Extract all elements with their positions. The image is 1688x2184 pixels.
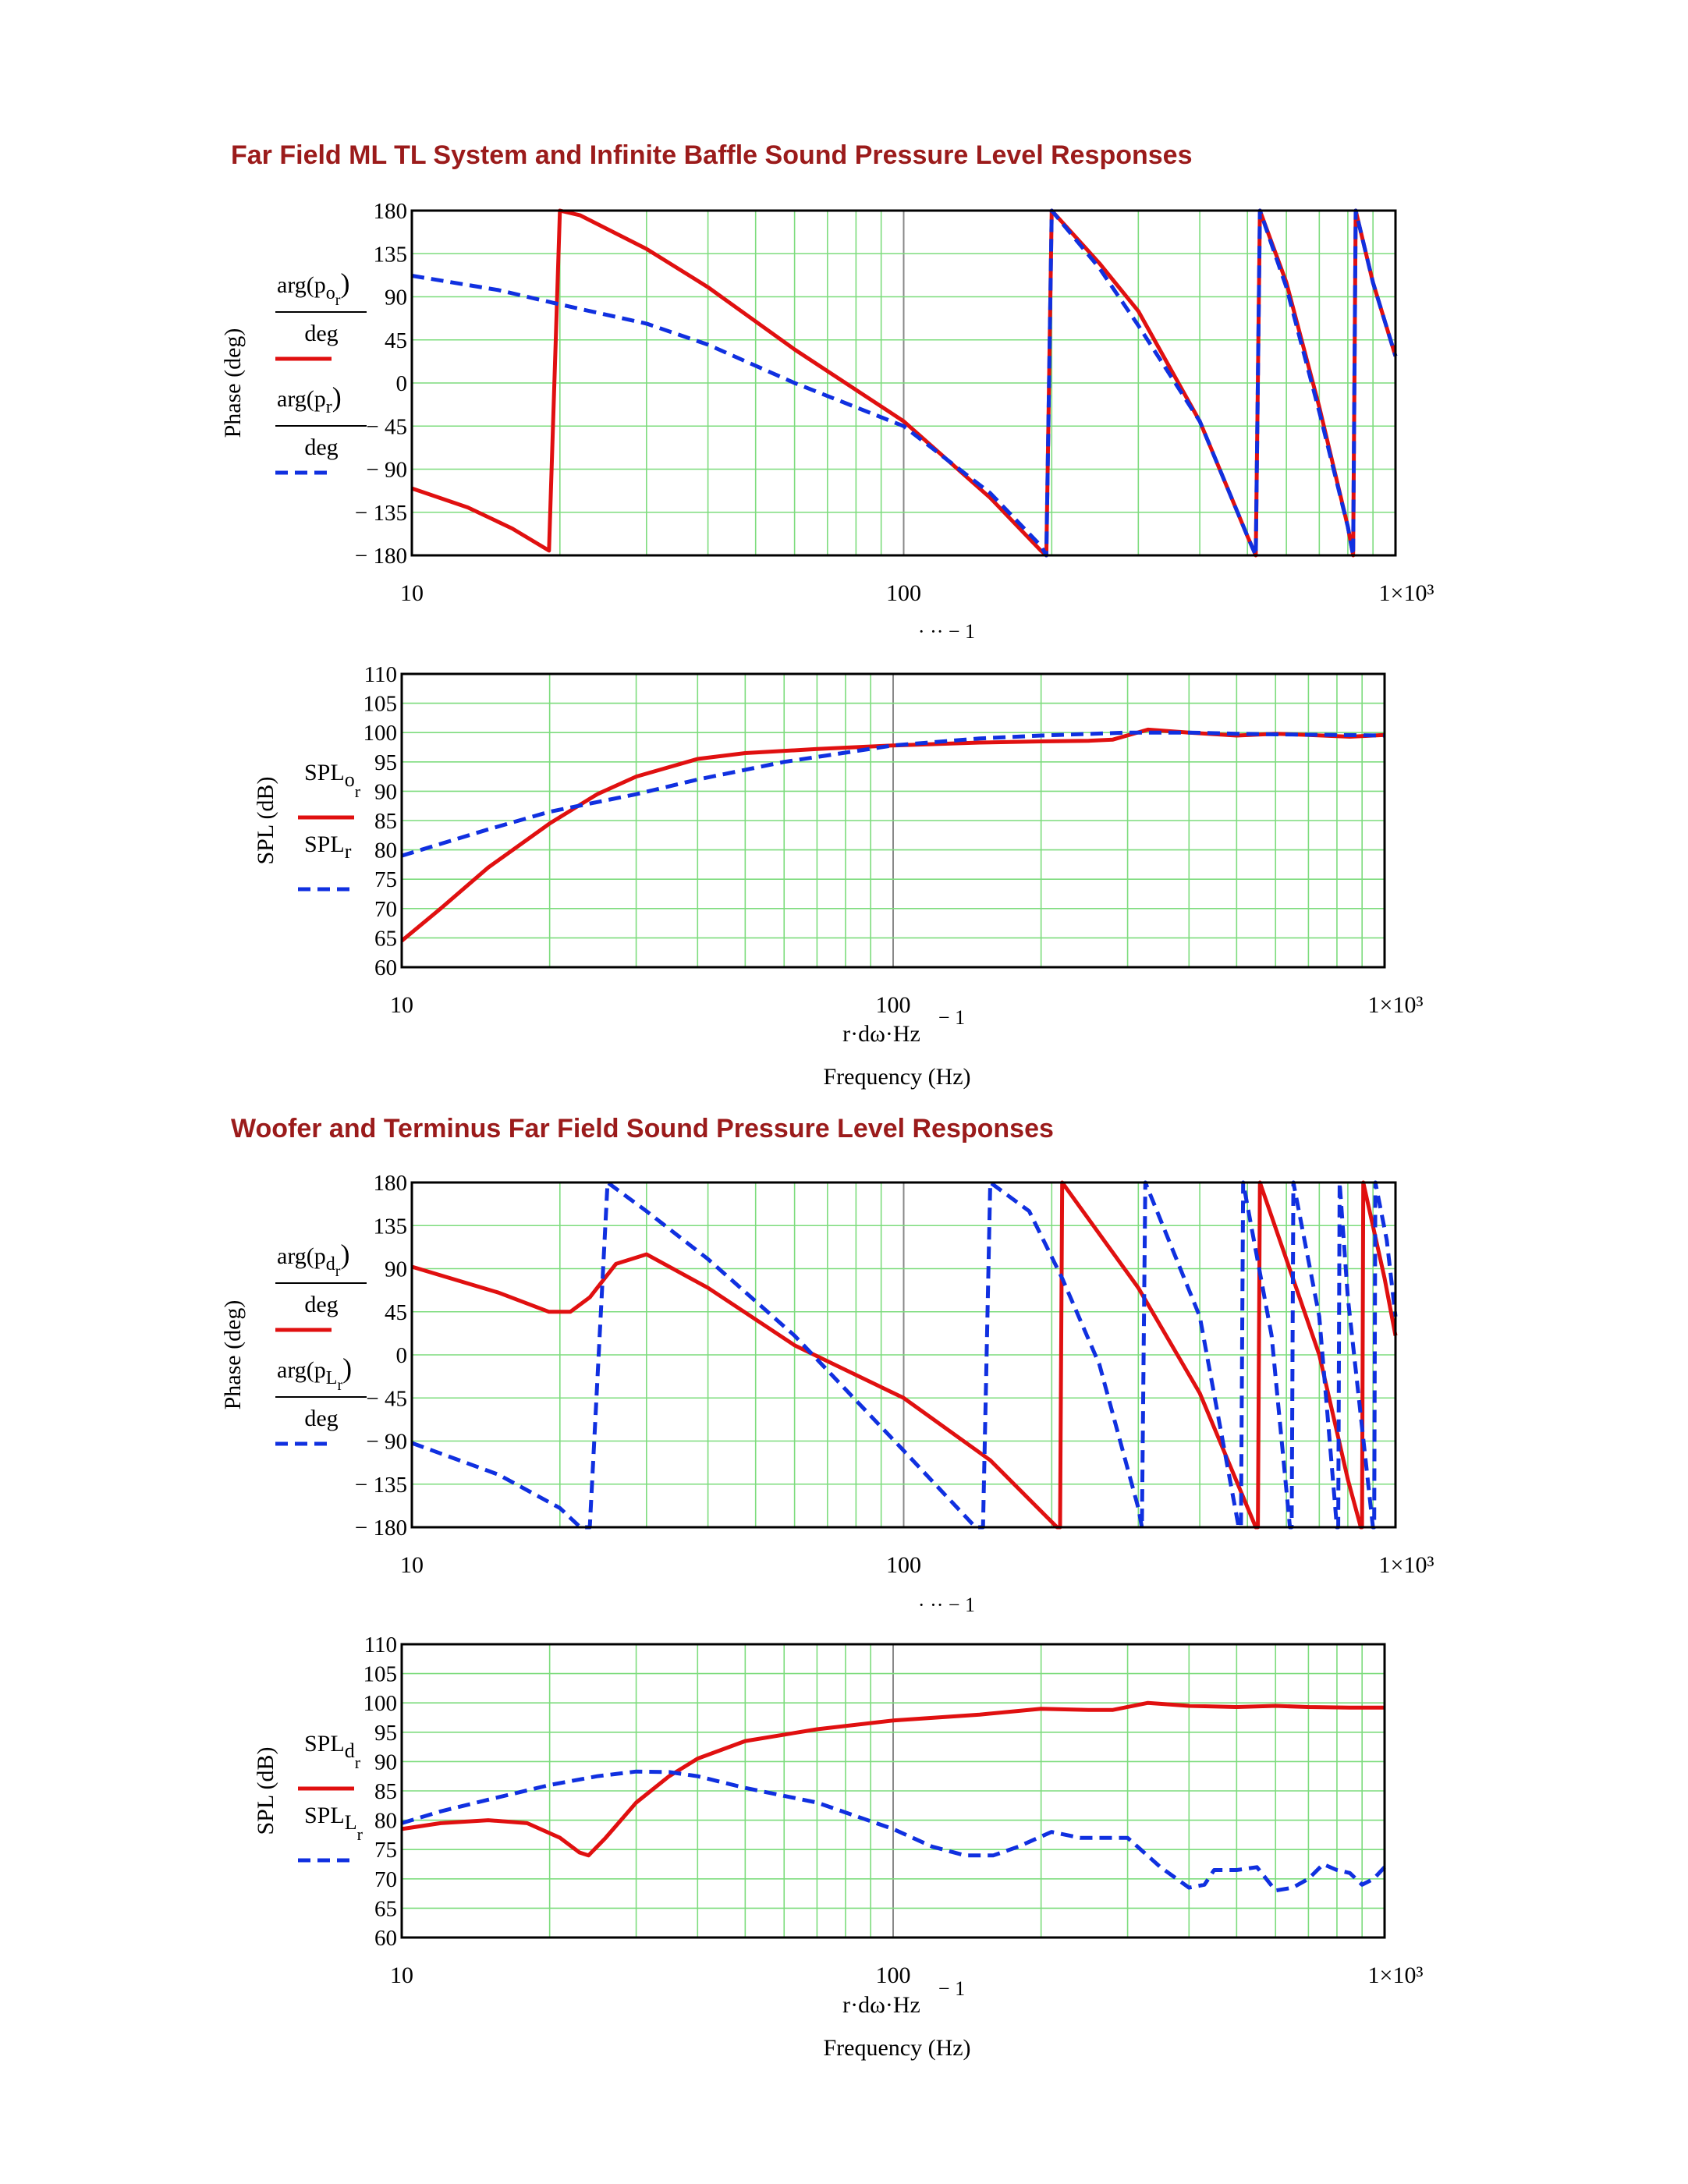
- legend-label-1: SPLor: [304, 760, 361, 801]
- legend: arg(pdr) deg arg(pLr) deg: [275, 1239, 367, 1446]
- y-tick-label: 0: [396, 371, 408, 396]
- x-tick-label: 1×10³: [1368, 992, 1424, 1018]
- y-tick-label: 110: [364, 662, 397, 687]
- y-tick-label: 100: [363, 1691, 398, 1716]
- x-tick-label: 100: [886, 580, 921, 606]
- y-tick-label: − 45: [366, 414, 407, 439]
- y-tick-label: 105: [363, 1662, 398, 1687]
- x-axis-expression: r·dω·Hz: [842, 1021, 920, 1047]
- plot-frame: [400, 1643, 1386, 1939]
- x-tick-label: 1×10³: [1368, 1962, 1424, 1988]
- x-axis-label: Frequency (Hz): [823, 1064, 970, 1090]
- legend-label-2: SPLLr: [304, 1803, 363, 1844]
- y-tick-label: 80: [374, 1809, 397, 1834]
- chart-phase2: 180 135 90 45 0 − 45 − 90 − 135 − 180 10 100 1×10³ P…: [220, 1171, 1434, 1616]
- y-tick-label: 85: [374, 1779, 397, 1804]
- y-tick-label: − 90: [366, 458, 407, 483]
- x-tick-label: 1×10³: [1379, 1552, 1434, 1578]
- x-axis-expression: r·dω·Hz: [842, 1992, 920, 2018]
- x-axis-expression-exponent: − 1: [938, 1977, 965, 2000]
- section-title-woofer-terminus: Woofer and Terminus Far Field Sound Pres…: [231, 1114, 1054, 1143]
- x-tick-label: 100: [876, 1962, 911, 1988]
- y-tick-label: 45: [385, 1300, 407, 1325]
- legend-label-1: arg(pdr): [277, 1239, 349, 1280]
- y-tick-label: 75: [374, 867, 397, 892]
- chart-spl2: 110 105 100 95 90 85 80 75 70 65 60 10 100 1×10³ SPL (…: [253, 1633, 1423, 2061]
- y-tick-label: 70: [374, 897, 397, 922]
- series-solid-line: [411, 1180, 1398, 1530]
- x-tick-label: 10: [390, 1962, 413, 1988]
- y-axis-label: SPL (dB): [253, 1746, 278, 1835]
- y-tick-label: 180: [374, 1171, 408, 1196]
- plot-frame: [410, 209, 1397, 557]
- series-dashed-line: [401, 730, 1385, 858]
- y-axis-label: Phase (deg): [220, 328, 246, 438]
- y-tick-label: − 90: [366, 1430, 407, 1455]
- y-tick-label: 95: [374, 750, 397, 775]
- legend-denominator: deg: [304, 321, 338, 346]
- legend: SPLdr SPLLr: [298, 1731, 363, 1863]
- y-axis-label: Phase (deg): [220, 1300, 246, 1410]
- y-tick-label: 80: [374, 838, 397, 863]
- legend-denominator: deg: [304, 434, 338, 460]
- y-tick-label: 60: [374, 1926, 397, 1951]
- legend: SPLor SPLr: [298, 760, 361, 892]
- y-tick-label: 90: [374, 1750, 397, 1774]
- x-tick-label: 1×10³: [1379, 580, 1434, 606]
- x-axis-expression-cut: · ·· − 1: [918, 1594, 975, 1616]
- y-tick-label: − 180: [355, 1516, 407, 1540]
- x-tick-label: 10: [400, 580, 424, 606]
- series-solid-line: [401, 1700, 1385, 1858]
- y-tick-label: 70: [374, 1867, 397, 1892]
- x-axis-expression-cut: · ·· − 1: [918, 620, 975, 643]
- legend-denominator: deg: [304, 1292, 338, 1317]
- legend-denominator: deg: [304, 1406, 338, 1431]
- y-tick-label: 100: [363, 721, 398, 746]
- x-tick-label: 10: [400, 1552, 424, 1578]
- y-tick-label: − 135: [355, 501, 407, 526]
- series-dashed-line: [411, 208, 1398, 558]
- y-tick-label: 90: [385, 1257, 407, 1282]
- legend-label-2: SPLr: [304, 831, 352, 863]
- legend-label-1: SPLdr: [304, 1731, 361, 1772]
- legend-label-2: arg(pLr): [277, 1353, 352, 1394]
- y-tick-label: 0: [396, 1343, 408, 1368]
- y-tick-label: 60: [374, 956, 397, 980]
- y-tick-label: − 135: [355, 1473, 407, 1498]
- y-tick-label: 45: [385, 328, 407, 353]
- legend: arg(por) deg arg(pr) deg: [275, 268, 367, 475]
- x-tick-label: 100: [886, 1552, 921, 1578]
- series-solid-line: [400, 727, 1385, 943]
- y-tick-label: 95: [374, 1721, 397, 1746]
- y-tick-label: 85: [374, 809, 397, 834]
- y-tick-label: 90: [374, 779, 397, 804]
- x-tick-label: 10: [390, 992, 413, 1018]
- chart-spl1: 110 105 100 95 90 85 80 75 70 65 60 10 100 1×10³ SPL (…: [253, 662, 1423, 1090]
- y-tick-label: 90: [385, 285, 407, 310]
- y-tick-label: 65: [374, 926, 397, 951]
- legend-label-1: arg(por): [277, 268, 349, 309]
- y-tick-label: 110: [364, 1633, 397, 1658]
- chart-phase1: 180 135 90 45 0 − 45 − 90 − 135 − 180 10 100 1×10³ P…: [220, 199, 1434, 643]
- x-tick-label: 100: [876, 992, 911, 1018]
- legend-label-2: arg(pr): [277, 381, 342, 417]
- y-tick-label: 75: [374, 1838, 397, 1863]
- series-dashed-line: [401, 1769, 1386, 1893]
- plot-frame: [400, 672, 1386, 969]
- y-tick-label: 135: [374, 1214, 408, 1239]
- section-title-system: Far Field ML TL System and Infinite Baff…: [231, 140, 1193, 170]
- y-tick-label: 135: [374, 242, 408, 267]
- y-tick-label: 65: [374, 1896, 397, 1921]
- x-axis-expression-exponent: − 1: [938, 1006, 965, 1029]
- y-tick-label: 180: [374, 199, 408, 224]
- y-tick-label: − 180: [355, 544, 407, 569]
- y-tick-label: 105: [363, 692, 398, 717]
- y-tick-label: − 45: [366, 1386, 407, 1411]
- y-axis-label: SPL (dB): [253, 776, 278, 864]
- x-axis-label: Frequency (Hz): [823, 2035, 970, 2061]
- plot-frame: [410, 1181, 1397, 1529]
